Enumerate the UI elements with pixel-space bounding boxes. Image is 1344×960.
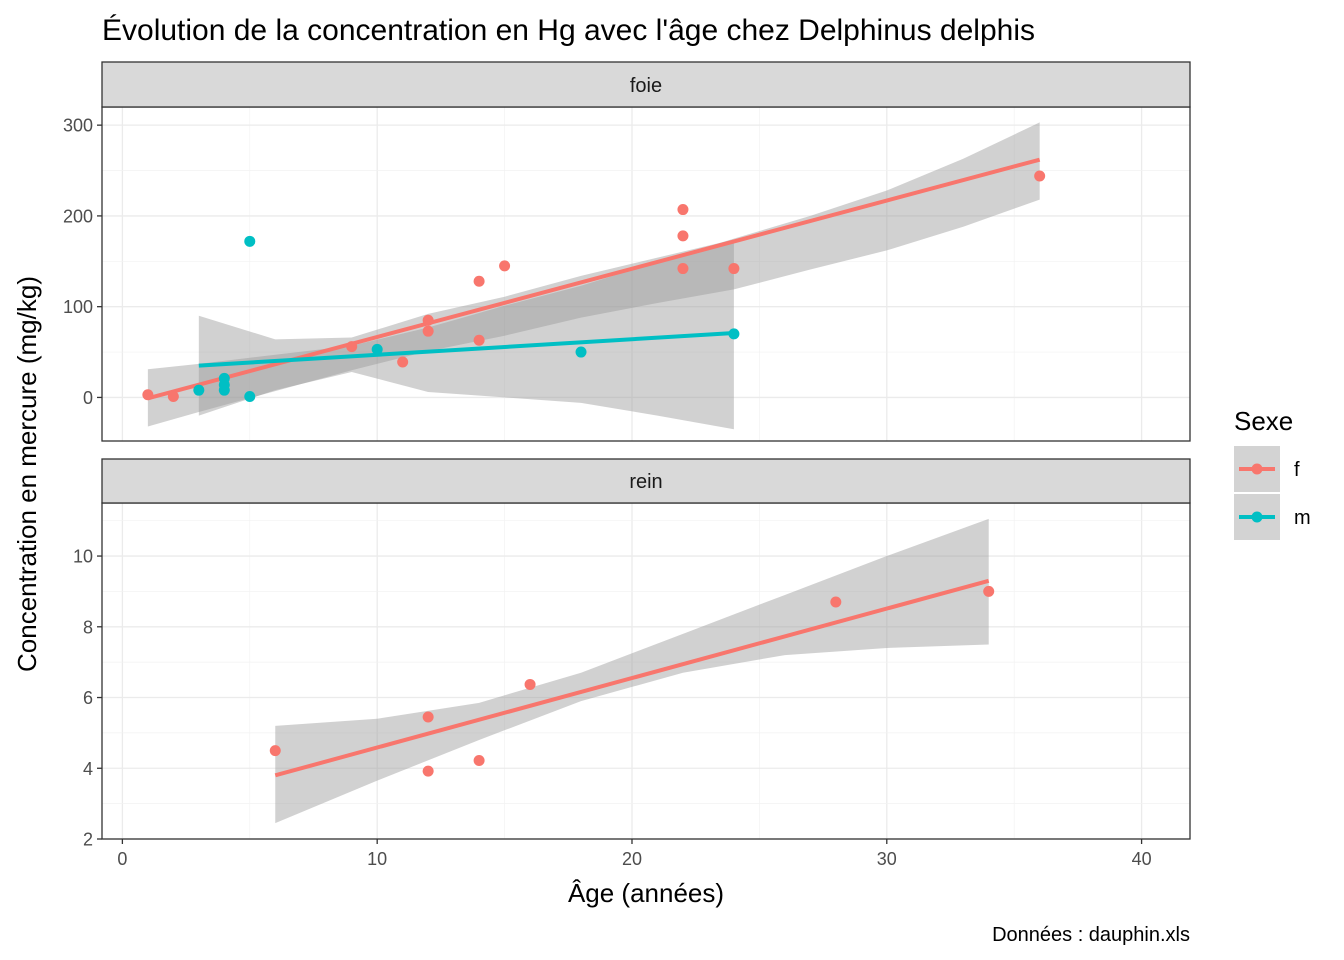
data-point-f <box>1034 170 1046 182</box>
strip-background <box>101 61 1191 108</box>
data-point-f <box>677 204 689 216</box>
panel-background <box>102 107 1190 441</box>
data-point-f <box>677 230 689 242</box>
x-tick-label: 0 <box>117 849 127 869</box>
data-point-f <box>473 754 485 766</box>
data-point-f <box>473 334 485 346</box>
data-point-m <box>244 235 256 247</box>
legend-title: Sexe <box>1234 406 1293 436</box>
x-tick-label: 40 <box>1132 849 1152 869</box>
strip-label: foie <box>630 75 662 97</box>
y-tick-label: 2 <box>83 830 93 850</box>
confidence-bands <box>275 518 989 824</box>
data-point-f <box>422 711 434 723</box>
data-point-f <box>397 356 409 368</box>
data-point-m <box>371 343 383 355</box>
legend-label-m: m <box>1294 507 1311 529</box>
fit-line-m <box>198 330 735 368</box>
strip-label: rein <box>629 471 662 493</box>
legend: Sexe f m <box>1234 406 1311 540</box>
confidence-band-m <box>198 239 734 430</box>
data-points <box>269 585 995 777</box>
y-tick-label: 8 <box>83 617 93 637</box>
y-tick-label: 0 <box>83 388 93 408</box>
x-tick-label: 10 <box>367 849 387 869</box>
x-tick-label: 20 <box>622 849 642 869</box>
y-tick-label: 100 <box>63 297 93 317</box>
data-point-f <box>346 341 358 353</box>
data-point-f <box>473 275 485 287</box>
data-point-f <box>524 678 536 690</box>
y-tick-label: 300 <box>63 116 93 136</box>
data-point-m <box>193 384 205 396</box>
panel-foie: foie 0 100 200 300 <box>63 61 1191 442</box>
confidence-band-f <box>147 122 1040 427</box>
data-points <box>142 170 1046 403</box>
y-axis-ticks: 0 100 200 300 <box>63 116 102 408</box>
data-point-f <box>830 596 842 608</box>
y-axis-ticks: 2 4 6 8 10 <box>73 547 102 850</box>
data-point-f <box>142 389 154 401</box>
data-point-f <box>422 325 434 337</box>
data-point-m <box>728 328 740 340</box>
fit-lines <box>147 157 1041 401</box>
y-tick-label: 4 <box>83 759 93 779</box>
y-axis-label: Concentration en mercure (mg/kg) <box>12 276 42 672</box>
y-tick-label: 10 <box>73 547 93 567</box>
caption: Données : dauphin.xls <box>992 924 1190 946</box>
x-tick-label: 30 <box>877 849 897 869</box>
panel-rein: rein 2 4 6 8 10 0 10 20 30 40 <box>73 458 1191 869</box>
fit-line-f <box>274 578 990 778</box>
y-tick-label: 200 <box>63 206 93 226</box>
data-point-f <box>983 585 995 597</box>
strip-background <box>101 458 1191 504</box>
legend-label-f: f <box>1294 459 1300 481</box>
chart-title: Évolution de la concentration en Hg avec… <box>102 14 1035 47</box>
data-point-f <box>269 745 281 757</box>
panel-grid <box>102 107 1190 441</box>
y-tick-label: 6 <box>83 688 93 708</box>
data-point-f <box>499 260 511 272</box>
panel-background <box>102 503 1190 839</box>
fit-lines <box>274 578 990 778</box>
data-point-f <box>167 391 179 403</box>
data-point-f <box>422 314 434 326</box>
legend-key-point-f <box>1251 463 1263 475</box>
data-point-m <box>218 384 230 396</box>
data-point-m <box>575 346 587 358</box>
confidence-band-f <box>275 518 989 824</box>
data-point-m <box>244 391 256 403</box>
data-point-f <box>728 263 740 275</box>
data-point-f <box>422 765 434 777</box>
data-point-f <box>677 263 689 275</box>
confidence-bands <box>147 122 1040 430</box>
x-axis-ticks: 0 10 20 30 40 <box>117 839 1152 869</box>
legend-key-point-m <box>1251 511 1263 523</box>
x-axis-label: Âge (années) <box>568 878 724 908</box>
